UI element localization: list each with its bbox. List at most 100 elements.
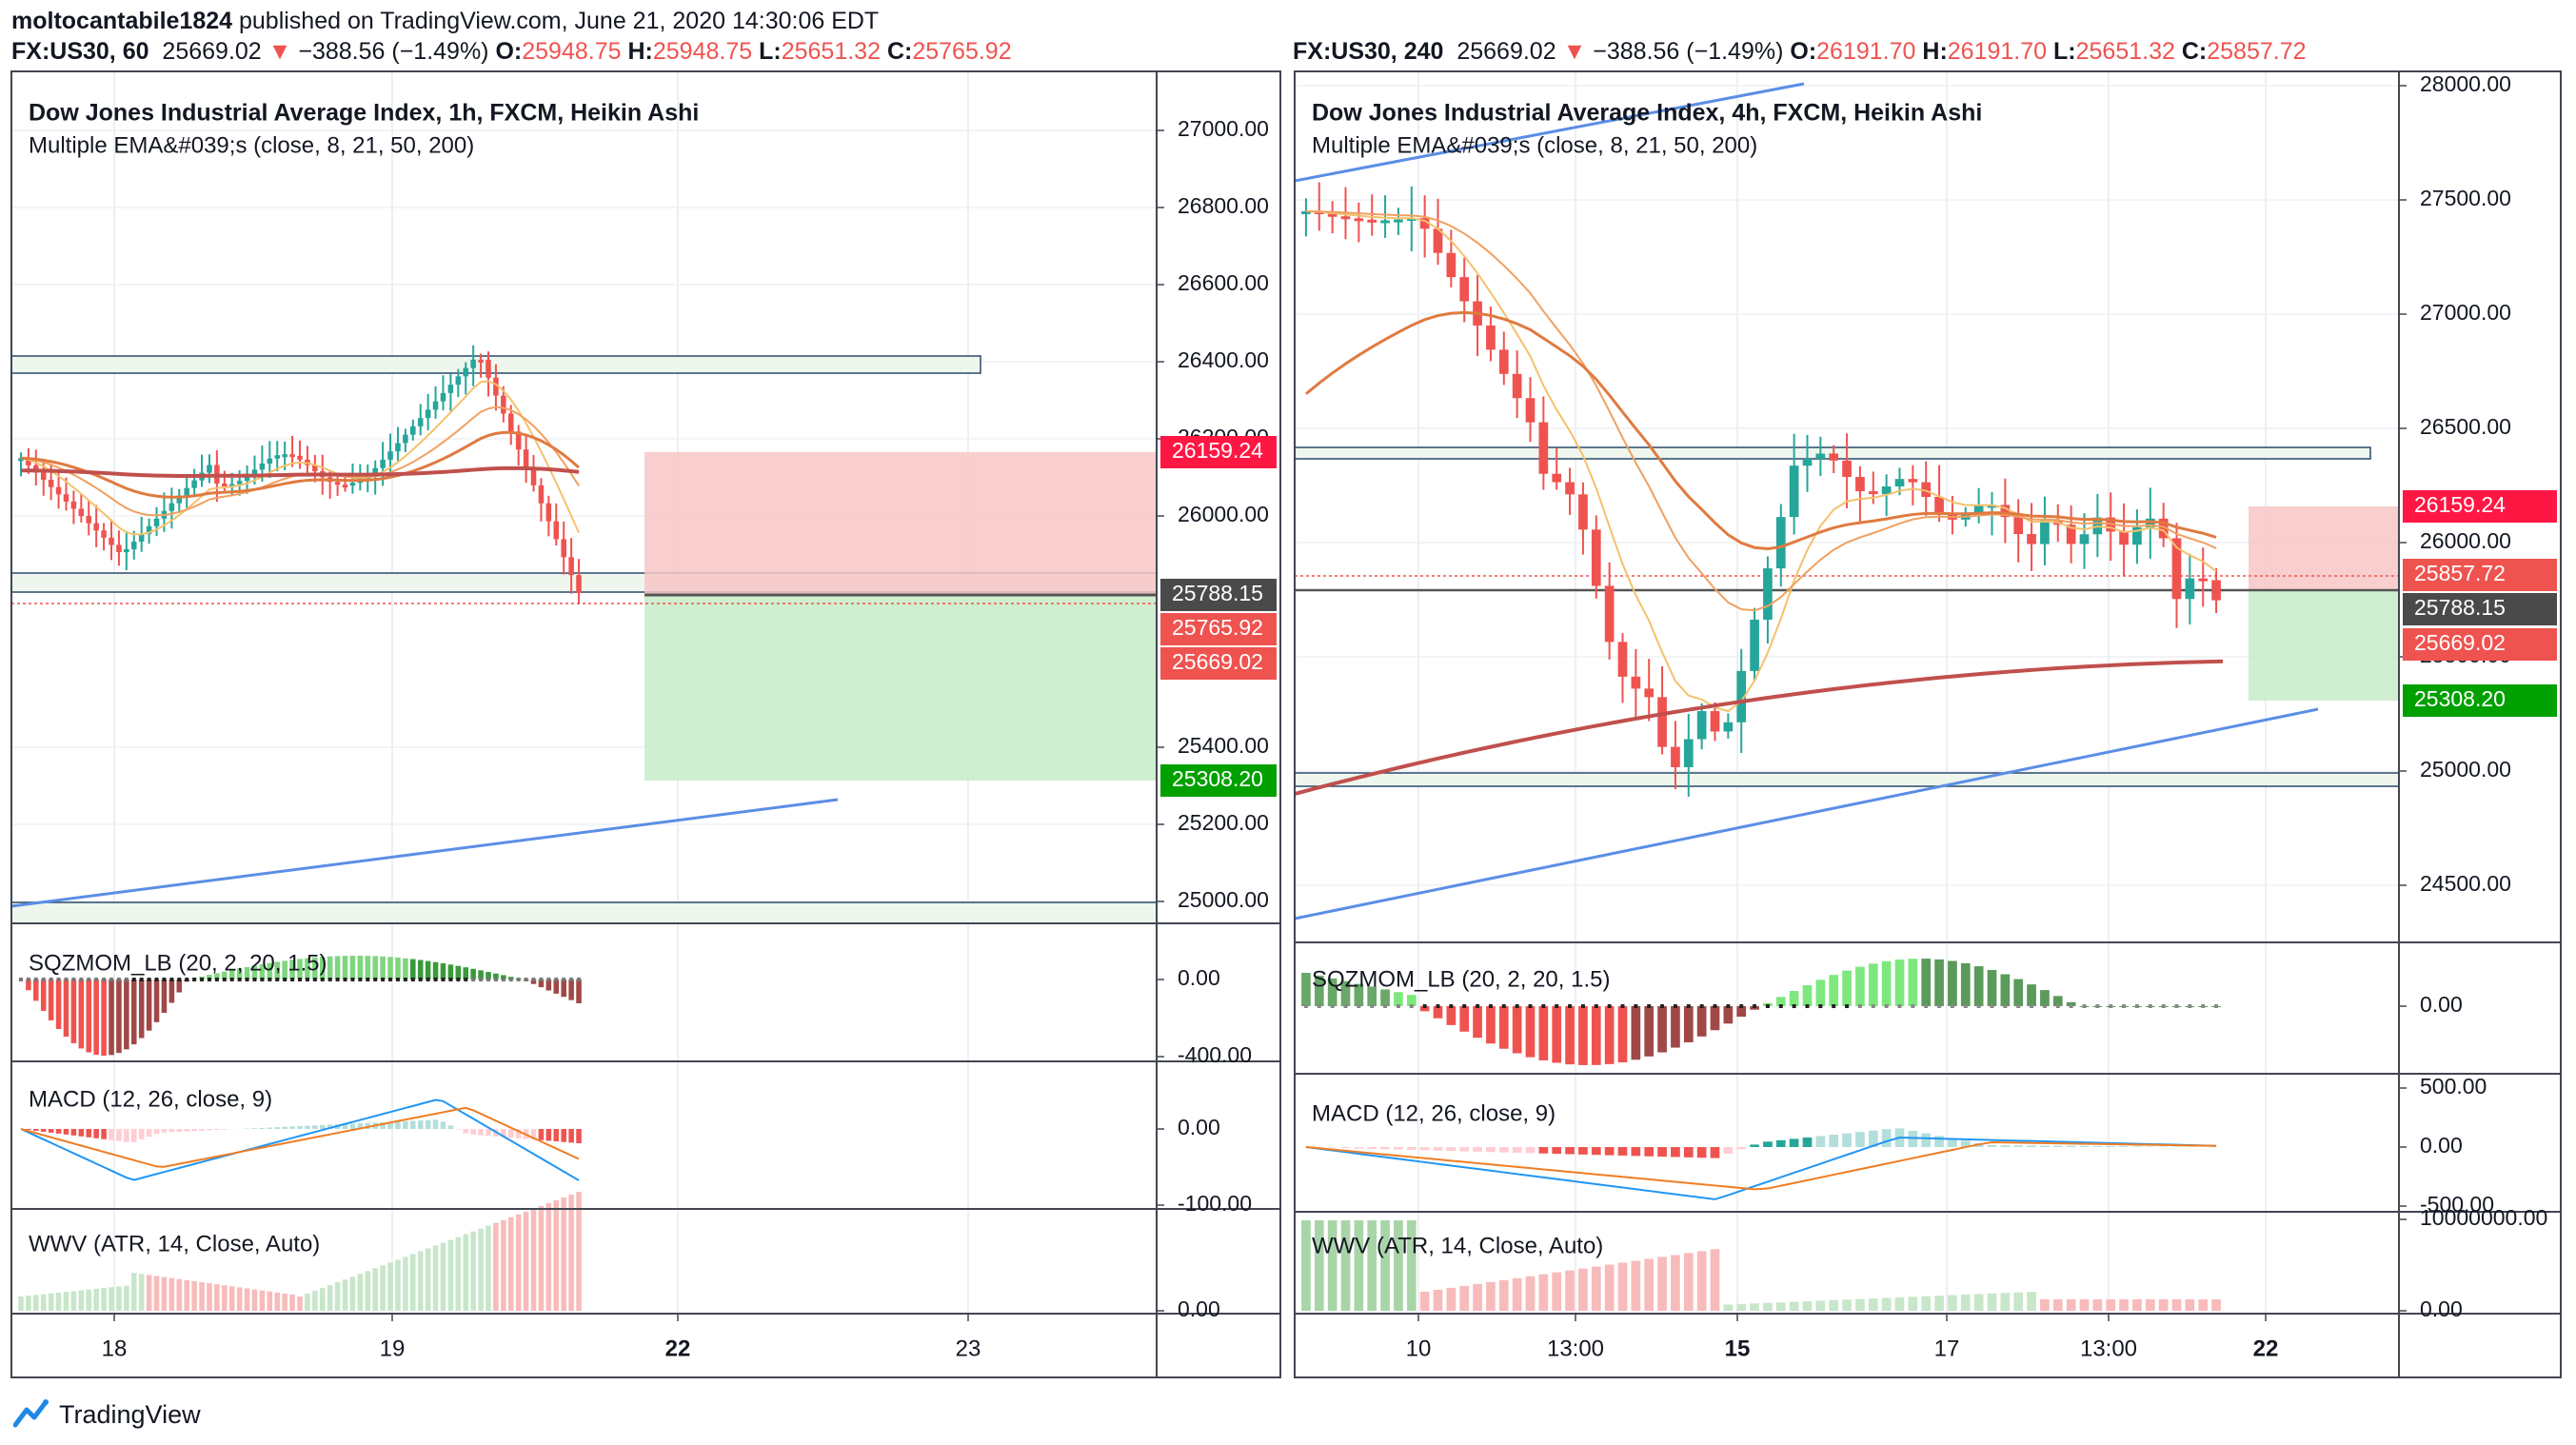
candle[interactable] [222,483,228,486]
price-tag[interactable] [2403,490,2557,523]
candle[interactable] [545,503,552,522]
chart-frame[interactable] [1294,70,2562,1378]
candle[interactable] [395,443,401,452]
support-zone[interactable] [10,901,1158,924]
price-tag[interactable] [1160,764,1277,797]
candle[interactable] [576,575,582,593]
candle[interactable] [78,508,85,517]
take-profit-zone[interactable] [2249,590,2399,701]
candle[interactable] [417,418,424,426]
candle[interactable] [1327,213,1338,217]
candle[interactable] [1380,220,1390,224]
stop-loss-zone[interactable] [2249,506,2399,590]
candle[interactable] [312,465,318,472]
candle[interactable] [1921,482,1932,497]
trendline[interactable] [1294,82,1805,183]
candle[interactable] [1723,722,1734,732]
candle[interactable] [2158,518,2169,539]
candle[interactable] [1671,746,1680,767]
support-zone[interactable] [1294,772,2400,787]
candle[interactable] [478,359,484,363]
price-tag[interactable] [1160,579,1277,611]
candle[interactable] [1538,422,1549,474]
candle[interactable] [2066,525,2076,544]
candle[interactable] [1578,494,1588,530]
candle[interactable] [1419,218,1430,229]
candle[interactable] [1710,711,1720,732]
candle[interactable] [1604,585,1615,643]
candle[interactable] [1354,218,1364,222]
candle[interactable] [2119,531,2129,545]
candle[interactable] [1340,216,1351,220]
candle[interactable] [507,413,514,432]
tradingview-logo[interactable]: TradingView [13,1396,201,1434]
candle[interactable] [455,376,462,386]
candle[interactable] [501,395,506,414]
candle[interactable] [251,469,258,476]
candle[interactable] [130,541,137,550]
price-tag[interactable] [1160,436,1277,468]
price-tag[interactable] [2403,684,2557,717]
candle[interactable] [40,472,47,481]
candle[interactable] [1750,619,1759,671]
candle[interactable] [470,359,476,368]
candle[interactable] [523,449,529,468]
price-tag[interactable] [1160,613,1277,645]
candle[interactable] [1696,711,1707,740]
candle[interactable] [1301,211,1311,214]
candle[interactable] [2185,578,2195,600]
candle[interactable] [447,385,454,393]
candle[interactable] [86,516,92,524]
candle[interactable] [1736,670,1747,722]
candle[interactable] [1934,496,1944,514]
candle[interactable] [1894,479,1905,486]
candle[interactable] [1802,458,1813,466]
left-symbol[interactable]: FX:US30, 60 [11,38,149,65]
candle[interactable] [1367,219,1377,223]
candle[interactable] [2211,580,2221,601]
candle[interactable] [289,454,295,458]
candle[interactable] [1644,688,1655,698]
candle[interactable] [168,503,175,511]
candle[interactable] [93,523,99,531]
candle[interactable] [1565,482,1575,495]
candle[interactable] [138,533,145,542]
chart-frame[interactable] [10,70,1281,1378]
candle[interactable] [1789,465,1799,518]
candle[interactable] [207,465,212,473]
right-symbol[interactable]: FX:US30, 240 [1293,38,1444,65]
price-tag[interactable] [2403,593,2557,625]
candle[interactable] [153,518,160,526]
candle[interactable] [1855,477,1865,492]
candle[interactable] [274,455,281,459]
candle[interactable] [568,557,574,576]
candle[interactable] [267,458,273,464]
candle[interactable] [176,495,183,504]
candle[interactable] [403,434,408,444]
candle[interactable] [116,544,122,553]
candle[interactable] [1459,277,1470,302]
candle[interactable] [1908,479,1918,483]
candle[interactable] [349,483,356,486]
candle[interactable] [463,367,469,377]
price-tag[interactable] [1160,647,1277,680]
candle[interactable] [342,485,348,488]
candle[interactable] [259,463,266,470]
candle[interactable] [228,484,235,487]
candle[interactable] [561,539,566,558]
candle[interactable] [1829,453,1839,461]
candle[interactable] [1552,473,1562,483]
candle[interactable] [55,486,62,495]
candle[interactable] [297,455,303,460]
candle[interactable] [1498,349,1509,374]
candle[interactable] [124,549,129,553]
trendline[interactable] [1294,707,2319,920]
candle[interactable] [282,454,287,458]
candle[interactable] [184,487,189,496]
candle[interactable] [553,521,560,540]
candle[interactable] [146,525,152,534]
take-profit-zone[interactable] [644,595,1157,781]
candle[interactable] [63,494,69,502]
candle[interactable] [2171,538,2182,600]
charts-canvas[interactable]: 27000.0026800.0026600.0026400.0026200.00… [0,0,2576,1390]
